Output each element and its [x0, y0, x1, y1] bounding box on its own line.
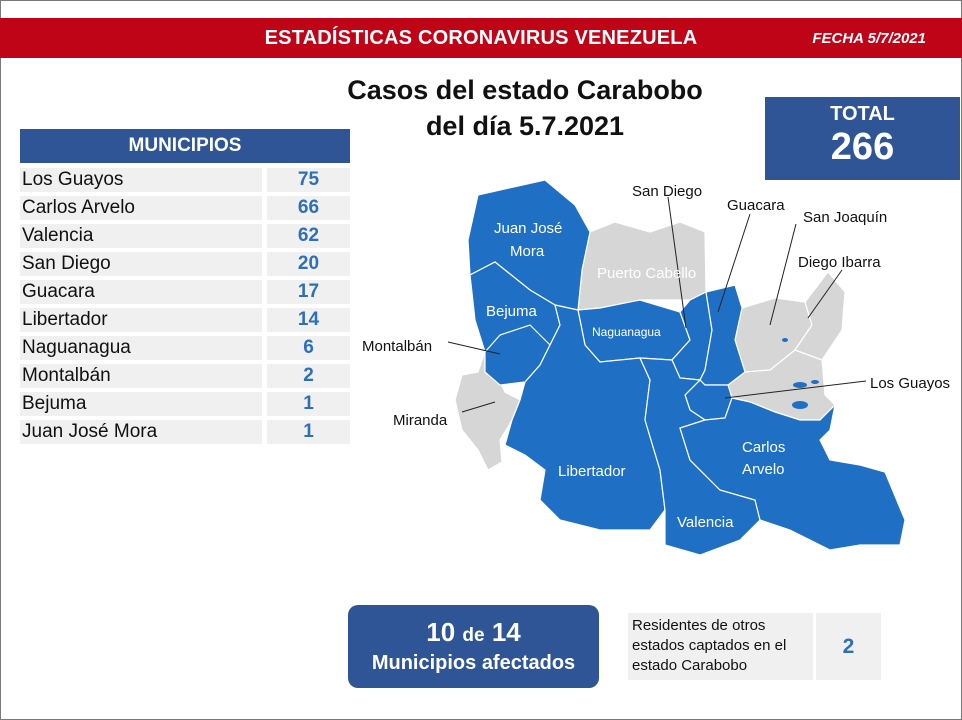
lake-mark	[782, 338, 788, 342]
municipio-cases: 62	[267, 224, 350, 248]
banner-title: ESTADÍSTICAS CORONAVIRUS VENEZUELA	[264, 27, 698, 49]
lake-mark	[811, 380, 819, 384]
table-row: Valencia 62	[20, 223, 350, 251]
label-naguanagua: Naguanagua	[592, 325, 661, 339]
label-valencia: Valencia	[677, 514, 734, 531]
label-libertador: Libertador	[558, 463, 626, 480]
table-row: Carlos Arvelo 66	[20, 195, 350, 223]
table-row: Guacara 17	[20, 279, 350, 307]
municipio-name: Bejuma	[20, 392, 262, 416]
callout-diego-ibarra: Diego Ibarra	[798, 254, 881, 271]
report-title: Casos del estado Carabobo del día 5.7.20…	[320, 72, 730, 144]
residents-box: Residentes de otros estados captados en …	[628, 613, 813, 680]
callout-montalban: Montalbán	[362, 338, 432, 355]
municipio-cases: 1	[267, 392, 350, 416]
total-label: TOTAL	[830, 103, 895, 125]
municipio-name: Guacara	[20, 280, 262, 304]
callout-miranda: Miranda	[393, 412, 448, 429]
affected-label: Municipios afectados	[371, 652, 576, 674]
municipio-name: Libertador	[20, 308, 262, 332]
report-title-line2: del día 5.7.2021	[425, 111, 625, 141]
table-row: Bejuma 1	[20, 391, 350, 419]
municipio-name: San Diego	[20, 252, 262, 276]
label-carlos-arvelo-2: Arvelo	[742, 461, 785, 478]
municipio-name: Valencia	[20, 224, 262, 248]
affected-of: de	[462, 625, 485, 646]
municipio-name: Los Guayos	[20, 168, 262, 192]
label-puerto-cabello: Puerto Cabello	[597, 265, 696, 282]
map-region-carlos-arvelo	[679, 397, 906, 551]
callout-san-joaquin: San Joaquín	[803, 209, 887, 226]
residents-value: 2	[816, 613, 881, 680]
affected-count: 10	[426, 617, 456, 647]
label-carlos-arvelo-1: Carlos	[742, 439, 785, 456]
municipio-name: Carlos Arvelo	[20, 196, 262, 220]
municipio-name: Naguanagua	[20, 336, 262, 360]
municipios-table-header: MUNICIPIOS	[20, 129, 350, 163]
header-banner: ESTADÍSTICAS CORONAVIRUS VENEZUELA FECHA…	[0, 18, 962, 58]
municipios-table: Los Guayos 75 Carlos Arvelo 66 Valencia 62 …	[20, 167, 350, 447]
municipio-cases: 1	[267, 420, 350, 444]
municipio-cases: 14	[267, 308, 350, 332]
table-row: Naguanagua 6	[20, 335, 350, 363]
label-bejuma: Bejuma	[486, 303, 538, 320]
municipio-cases: 75	[267, 168, 350, 192]
leader-diego-ibarra	[807, 269, 843, 319]
leader-san-diego	[667, 196, 687, 329]
affected-municipios-box: 10 de 14 Municipios afectados	[348, 605, 599, 688]
leader-los-guayos	[724, 380, 867, 399]
leader-san-joaquin	[769, 223, 797, 326]
total-value: 266	[830, 126, 895, 168]
label-juan-jose-mora-2: Mora	[510, 243, 545, 260]
residents-text-line1: Residentes de otros	[632, 617, 766, 634]
municipio-cases: 17	[267, 280, 350, 304]
report-title-line1: Casos del estado Carabobo	[347, 75, 703, 105]
map-region-diego-ibarra	[794, 271, 846, 361]
affected-total: 14	[491, 617, 521, 647]
municipio-cases: 6	[267, 336, 350, 360]
table-row: Juan José Mora 1	[20, 419, 350, 447]
lake-mark	[792, 401, 808, 409]
callout-san-diego: San Diego	[632, 183, 702, 200]
municipio-cases: 66	[267, 196, 350, 220]
municipio-cases: 2	[267, 364, 350, 388]
residents-text-line3: estado Carabobo	[632, 657, 748, 674]
leader-montalban	[447, 341, 501, 355]
municipio-cases: 20	[267, 252, 350, 276]
table-row: Montalbán 2	[20, 363, 350, 391]
lake-mark	[793, 382, 807, 388]
table-row: Libertador 14	[20, 307, 350, 335]
label-juan-jose-mora-1: Juan José	[494, 220, 562, 237]
map-region-libertador	[504, 304, 666, 531]
municipio-name: Montalbán	[20, 364, 262, 388]
callout-los-guayos: Los Guayos	[870, 375, 950, 392]
table-row: San Diego 20	[20, 251, 350, 279]
table-row: Los Guayos 75	[20, 167, 350, 195]
banner-date: FECHA 5/7/2021	[812, 30, 926, 47]
municipio-name: Juan José Mora	[20, 420, 262, 444]
total-box: TOTAL 266	[765, 97, 960, 180]
affected-count-line: 10 de 14	[348, 617, 599, 648]
residents-text-line2: estados captados en el	[632, 637, 787, 654]
leader-miranda	[461, 401, 496, 413]
callout-guacara: Guacara	[727, 197, 785, 214]
leader-guacara	[717, 213, 751, 313]
map-region-miranda	[454, 350, 521, 471]
